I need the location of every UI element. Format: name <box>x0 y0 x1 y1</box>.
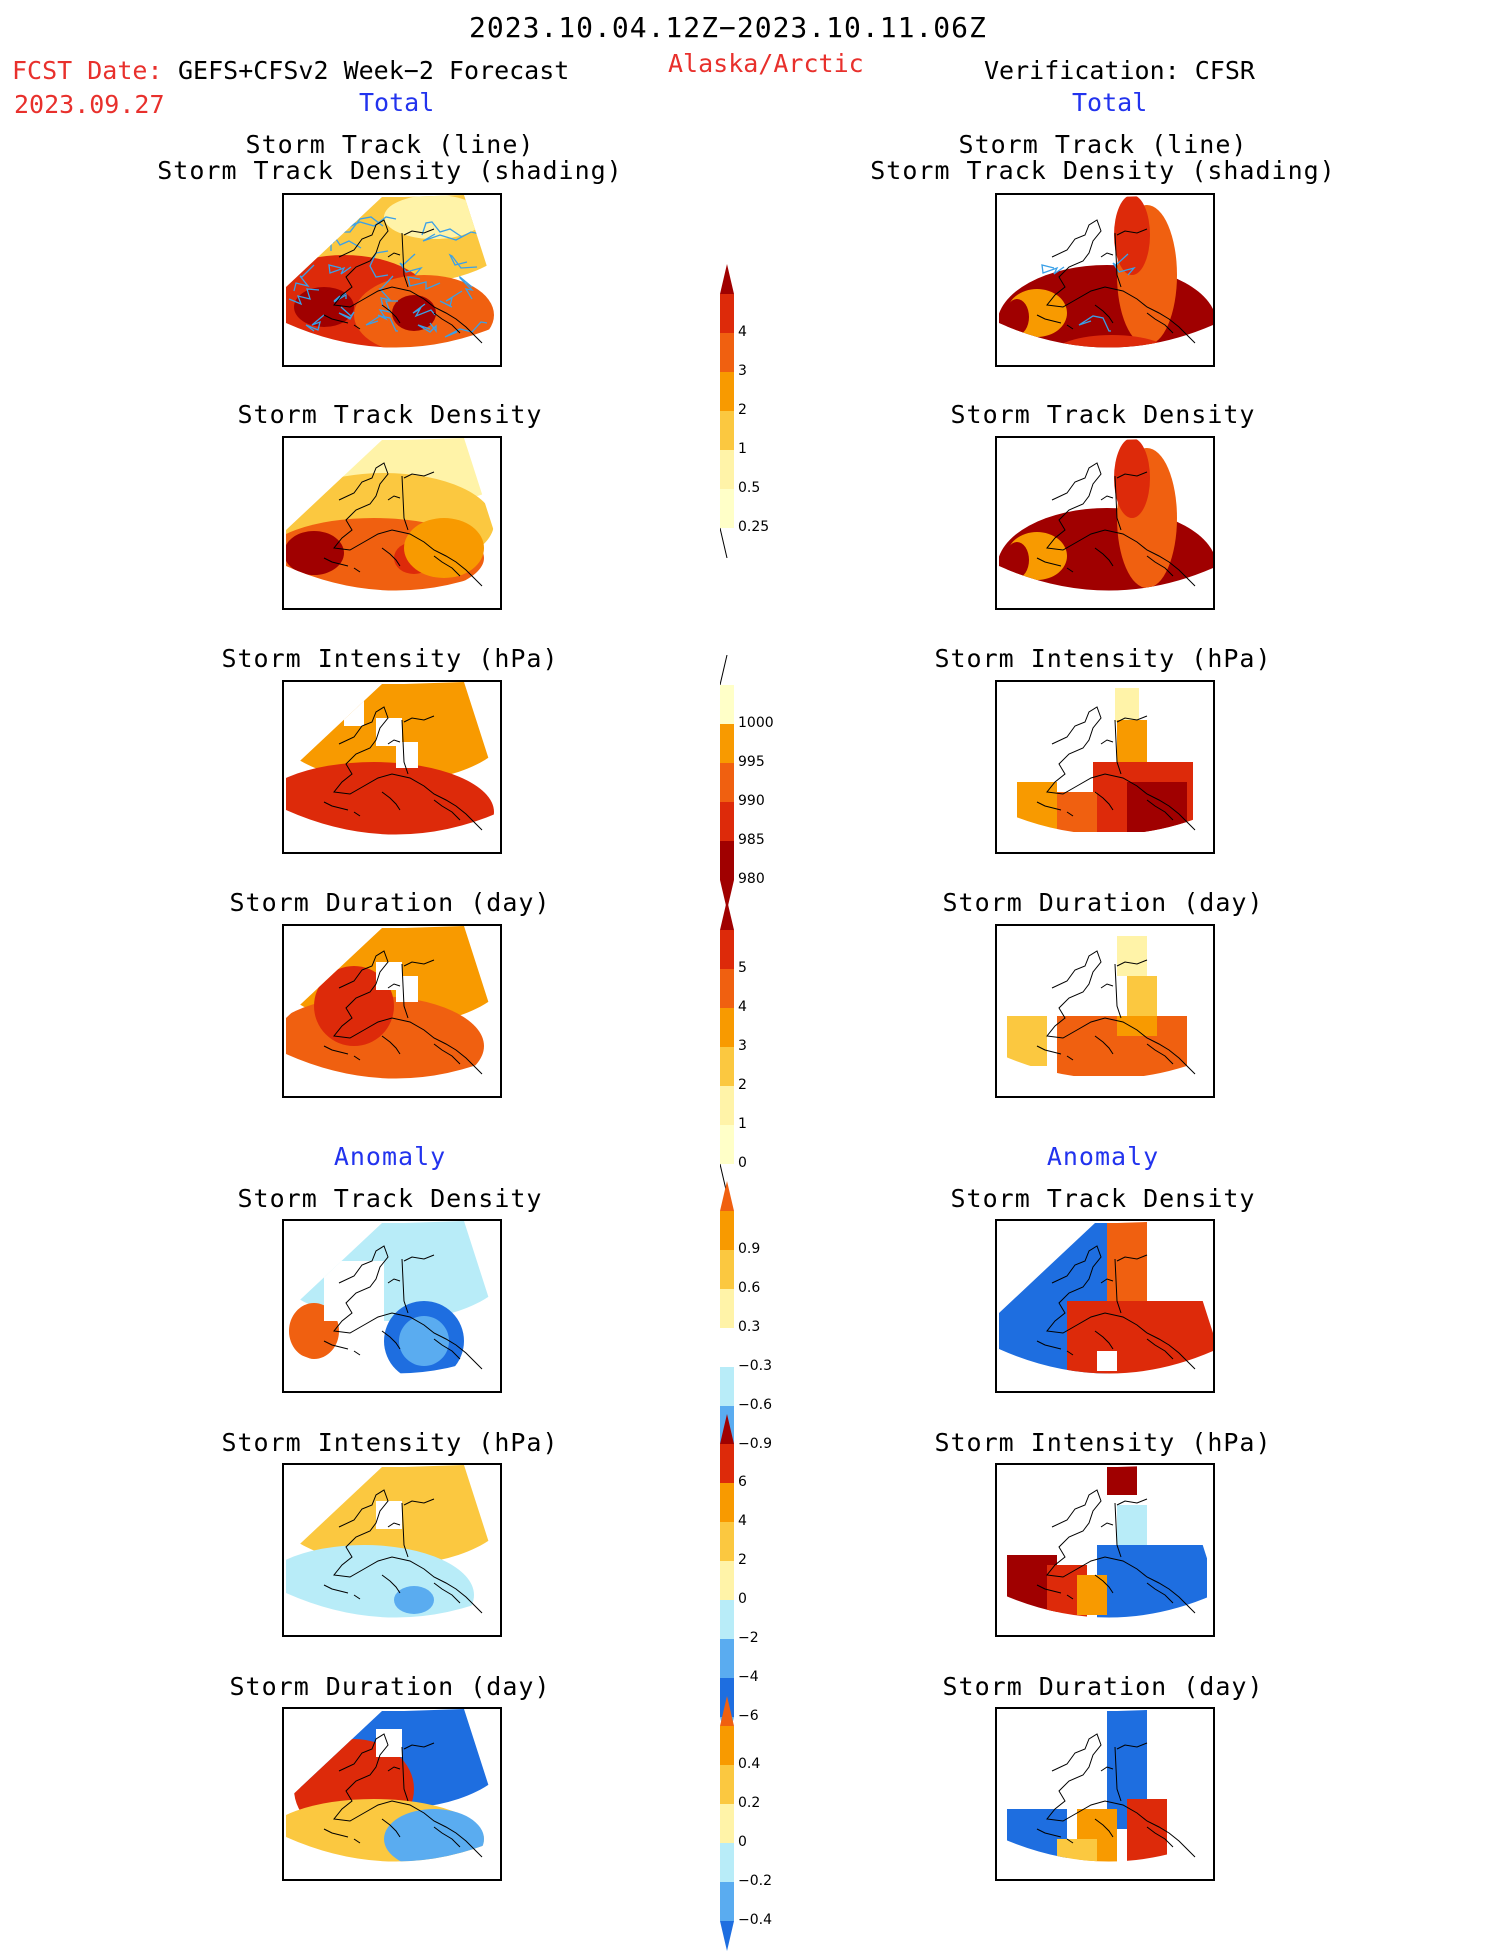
left-density-anom-title: Storm Track Density <box>237 1184 543 1213</box>
colorbar-duration-anom: 0.4 0.2 0 −0.2 −0.4 <box>720 1696 772 1955</box>
colorbar-tick-label: 1000 <box>738 715 774 731</box>
colorbar-tick-label: 4 <box>738 324 747 340</box>
colorbar-tick-label: −0.2 <box>738 1873 772 1889</box>
map-density-anom-obs <box>995 1219 1215 1393</box>
colorbar-tick-label: 2 <box>738 402 747 418</box>
right-density-title: Storm Track Density <box>950 400 1256 429</box>
map-intensity-fcst <box>282 680 502 854</box>
map-duration-obs <box>995 924 1215 1098</box>
colorbar-tick-label: 0.4 <box>738 1756 761 1772</box>
right-duration-anom-title: Storm Duration (day) <box>942 1672 1264 1701</box>
colorbar-tick-label: 2 <box>738 1077 747 1093</box>
colorbar-tick-label: 3 <box>738 1038 747 1054</box>
map-density-fcst <box>282 436 502 610</box>
main-title: 2023.10.04.12Z−2023.10.11.06Z <box>469 11 987 44</box>
colorbar-tick-label: 4 <box>738 999 747 1015</box>
map-duration-fcst <box>282 924 502 1098</box>
right-track-title-2: Storm Track Density (shading) <box>870 156 1336 185</box>
verification-label: Verification: CFSR <box>984 56 1255 85</box>
colorbar-density-total: 4 3 2 1 0.5 0.25 <box>719 264 769 562</box>
left-duration-anom-title: Storm Duration (day) <box>229 1672 551 1701</box>
left-track-title-1: Storm Track (line) <box>245 130 535 159</box>
colorbar-tick-label: −0.9 <box>738 1436 772 1452</box>
colorbar-tick-label: 4 <box>738 1513 747 1529</box>
map-duration-anom-fcst <box>282 1707 502 1881</box>
left-total-label: Total <box>359 88 435 117</box>
colorbar-intensity-anom: 6 4 2 0 −2 −4 −6 <box>720 1414 759 1751</box>
colorbar-tick-label: 0.25 <box>738 519 770 535</box>
colorbar-tick-label: −6 <box>738 1708 759 1724</box>
colorbar-density-anom: 0.9 0.6 0.3 −0.3 −0.6 −0.9 <box>720 1181 772 1479</box>
colorbar-intensity-total: 1000 995 990 985 980 <box>719 654 774 914</box>
colorbar-tick-label: 0.3 <box>738 1319 761 1335</box>
map-intensity-anom-fcst <box>282 1463 502 1637</box>
colorbar-tick-label: 5 <box>738 960 747 976</box>
colorbar-tick-label: 995 <box>738 754 765 770</box>
region-label: Alaska/Arctic <box>668 49 864 78</box>
colorbar-tick-label: 2 <box>738 1552 747 1568</box>
left-duration-title: Storm Duration (day) <box>229 888 551 917</box>
colorbar-tick-label: 3 <box>738 363 747 379</box>
right-total-label: Total <box>1072 88 1148 117</box>
colorbar-tick-label: 0.9 <box>738 1241 761 1257</box>
right-anomaly-label: Anomaly <box>1046 1142 1160 1171</box>
right-density-anom-title: Storm Track Density <box>950 1184 1256 1213</box>
left-anomaly-label: Anomaly <box>333 1142 447 1171</box>
left-intensity-title: Storm Intensity (hPa) <box>221 644 559 673</box>
colorbar-tick-label: 0 <box>738 1591 747 1607</box>
colorbar-tick-label: 0 <box>738 1834 747 1850</box>
colorbar-tick-label: −2 <box>738 1630 759 1646</box>
fcst-date: 2023.09.27 <box>14 90 165 119</box>
colorbar-tick-label: −0.3 <box>738 1358 772 1374</box>
right-intensity-anom-title: Storm Intensity (hPa) <box>934 1428 1272 1457</box>
map-density-anom-fcst <box>282 1219 502 1393</box>
right-track-title-1: Storm Track (line) <box>958 130 1248 159</box>
colorbar-tick-label: 980 <box>738 871 765 887</box>
right-intensity-title: Storm Intensity (hPa) <box>934 644 1272 673</box>
colorbar-tick-label: 0.5 <box>738 480 761 496</box>
colorbar-duration-total: 5 4 3 2 1 0 <box>719 900 747 1198</box>
left-track-title-2: Storm Track Density (shading) <box>157 156 623 185</box>
colorbar-tick-label: 985 <box>738 832 765 848</box>
map-intensity-obs <box>995 680 1215 854</box>
map-track-obs <box>995 193 1215 367</box>
map-duration-anom-obs <box>995 1707 1215 1881</box>
map-intensity-anom-obs <box>995 1463 1215 1637</box>
left-intensity-anom-title: Storm Intensity (hPa) <box>221 1428 559 1457</box>
fcst-label: FCST Date: <box>12 56 163 85</box>
map-track-fcst <box>282 193 502 367</box>
fcst-model: GEFS+CFSv2 Week−2 Forecast <box>178 56 570 85</box>
colorbar-tick-label: 0.6 <box>738 1280 761 1296</box>
colorbar-tick-label: −0.4 <box>738 1912 772 1928</box>
colorbar-tick-label: 990 <box>738 793 765 809</box>
colorbar-tick-label: 0 <box>738 1155 747 1171</box>
colorbar-tick-label: 0.2 <box>738 1795 761 1811</box>
right-duration-title: Storm Duration (day) <box>942 888 1264 917</box>
colorbar-tick-label: −0.6 <box>738 1397 772 1413</box>
colorbar-tick-label: 6 <box>738 1474 747 1490</box>
colorbar-tick-label: 1 <box>738 441 747 457</box>
colorbar-tick-label: −4 <box>738 1669 759 1685</box>
left-density-title: Storm Track Density <box>237 400 543 429</box>
map-density-obs <box>995 436 1215 610</box>
colorbar-tick-label: 1 <box>738 1116 747 1132</box>
